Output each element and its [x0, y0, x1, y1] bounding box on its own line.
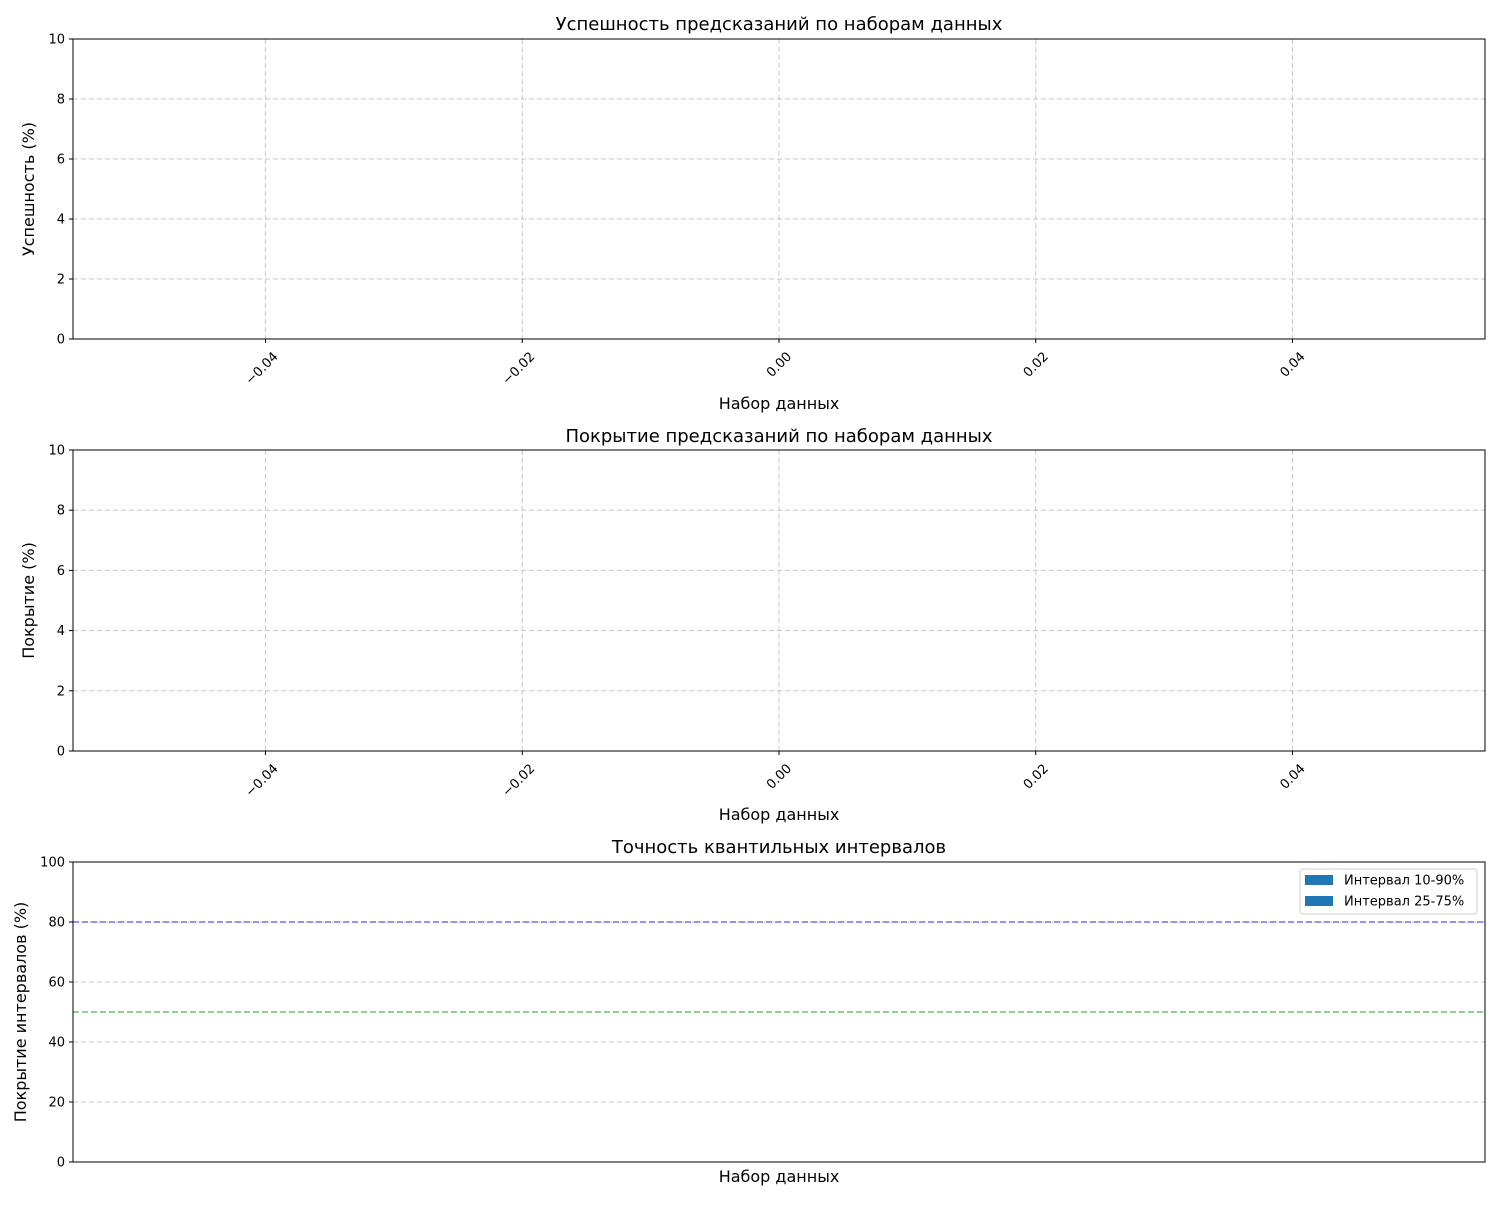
legend-entry: Интервал 10-90%	[1344, 874, 1464, 889]
legend: Интервал 10-90% Интервал 25-75%	[1299, 868, 1478, 915]
y-tick-label: 8	[57, 504, 65, 519]
x-tick-label: 0.00	[764, 761, 795, 792]
y-tick-label: 60	[48, 976, 65, 991]
chart-title: Покрытие предсказаний по наборам данных	[565, 426, 992, 447]
chart-panel-3: 0 20 40 60 80 100 Точность квантильных интерва…	[11, 837, 1486, 1186]
y-tick-label: 80	[48, 916, 65, 931]
y-tick-label: 0	[57, 333, 65, 348]
legend-entry: Интервал 25-75%	[1344, 895, 1464, 910]
y-tick-label: 10	[48, 33, 65, 48]
y-axis-label: Успешность (%)	[19, 122, 38, 256]
y-tick-label: 100	[40, 856, 65, 871]
y-tick-label: 8	[57, 93, 65, 108]
y-tick-label: 6	[57, 153, 65, 168]
chart-title: Успешность предсказаний по наборам данны…	[556, 14, 1003, 35]
chart-title: Точность квантильных интервалов	[611, 837, 946, 858]
y-tick-label: 4	[57, 624, 65, 639]
y-tick-label: 0	[57, 1156, 65, 1171]
x-tick-label: −0.04	[243, 761, 282, 800]
y-tick-label: 6	[57, 564, 65, 579]
x-tick-label: 0.02	[1021, 349, 1052, 380]
chart-panel-1: 0 2 4 6 8 10 −0.04 −0.02 0.00 0.02 0.04 Успешность …	[19, 14, 1486, 413]
y-tick-label: 40	[48, 1036, 65, 1051]
x-tick-label: −0.02	[500, 761, 539, 800]
legend-box	[1299, 868, 1478, 915]
y-tick-label: 10	[48, 444, 65, 459]
y-tick-label: 2	[57, 273, 65, 288]
x-tick-label: 0.04	[1277, 761, 1308, 792]
chart-panel-2: 0 2 4 6 8 10 −0.04 −0.02 0.00 0.02 0.04 Покрытие пр…	[19, 426, 1486, 824]
legend-swatch	[1305, 896, 1333, 906]
y-axis-label: Покрытие (%)	[19, 542, 38, 659]
x-axis-label: Набор данных	[719, 394, 840, 413]
axes-frame	[72, 449, 1486, 752]
x-tick-label: −0.04	[243, 349, 282, 388]
x-tick-label: 0.00	[764, 349, 795, 380]
y-tick-label: 4	[57, 213, 65, 228]
x-tick-label: 0.02	[1021, 761, 1052, 792]
y-tick-label: 2	[57, 684, 65, 699]
legend-swatch	[1305, 875, 1333, 885]
y-axis-label: Покрытие интервалов (%)	[11, 902, 30, 1123]
x-axis-label: Набор данных	[719, 805, 840, 824]
y-tick-label: 0	[57, 745, 65, 760]
x-tick-label: 0.04	[1277, 349, 1308, 380]
y-tick-label: 20	[48, 1096, 65, 1111]
x-axis-label: Набор данных	[719, 1167, 840, 1186]
x-tick-label: −0.02	[500, 349, 539, 388]
axes-frame	[72, 861, 1486, 1163]
